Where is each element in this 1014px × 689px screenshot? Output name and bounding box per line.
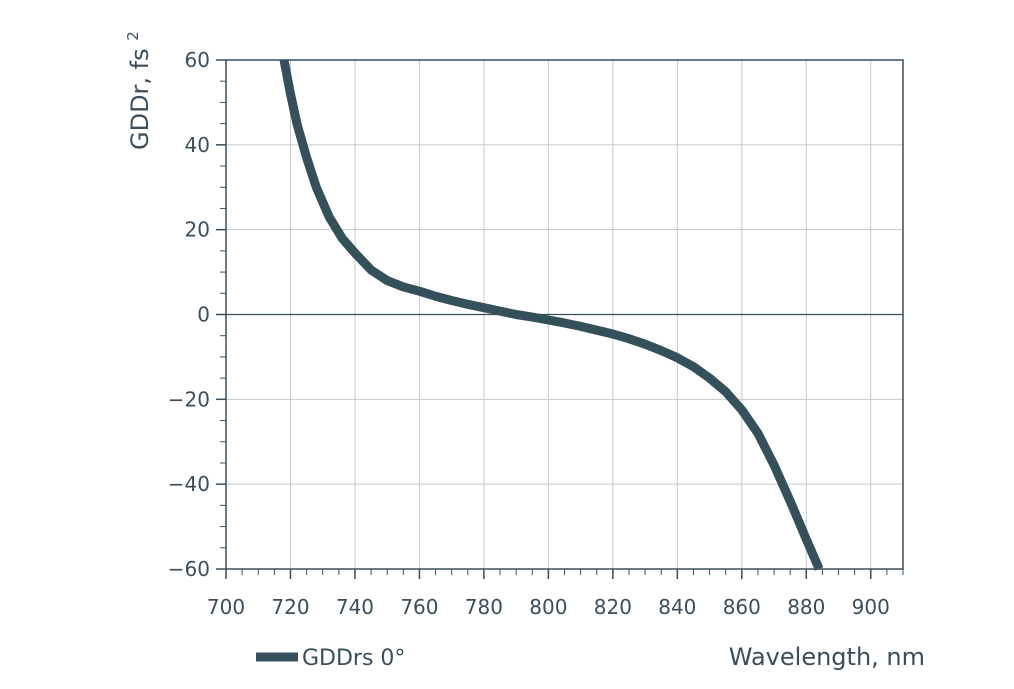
x-tick-label: 820 xyxy=(594,595,632,619)
x-tick-label: 880 xyxy=(787,595,825,619)
legend: GDDrs 0° xyxy=(256,646,405,671)
y-axis-title-text: GDDr, fs xyxy=(126,48,154,150)
series-line-gddrs xyxy=(279,59,824,571)
x-tick-label: 700 xyxy=(207,595,245,619)
x-tick-label: 800 xyxy=(529,595,567,619)
y-tick-labels: 60 40 20 0 −20 −40 −60 xyxy=(168,48,210,581)
x-tick-label: 860 xyxy=(723,595,761,619)
y-tick-label: −20 xyxy=(168,387,210,411)
x-tick-label: 740 xyxy=(336,595,374,619)
x-tick-labels: 700 720 740 760 780 800 820 840 860 880 900 xyxy=(207,595,890,619)
x-axis-title: Wavelength, nm xyxy=(729,643,925,671)
y-tick-label: 40 xyxy=(185,133,210,157)
y-tick-label: 60 xyxy=(185,48,210,72)
x-tick-label: 840 xyxy=(658,595,696,619)
y-axis-title-superscript: 2 xyxy=(124,31,142,41)
x-tick-label: 780 xyxy=(465,595,503,619)
x-tick-label: 720 xyxy=(271,595,309,619)
minor-ticks xyxy=(216,59,904,579)
legend-label-gddrs: GDDrs 0° xyxy=(302,646,405,671)
x-tick-label: 760 xyxy=(400,595,438,619)
x-tick-label: 900 xyxy=(852,595,890,619)
series-layer xyxy=(279,59,824,571)
y-tick-label: −40 xyxy=(168,472,210,496)
y-tick-label: −60 xyxy=(168,557,210,581)
y-tick-label: 0 xyxy=(197,303,210,327)
y-axis-title: GDDr, fs 2 xyxy=(124,31,154,150)
y-tick-label: 20 xyxy=(185,218,210,242)
